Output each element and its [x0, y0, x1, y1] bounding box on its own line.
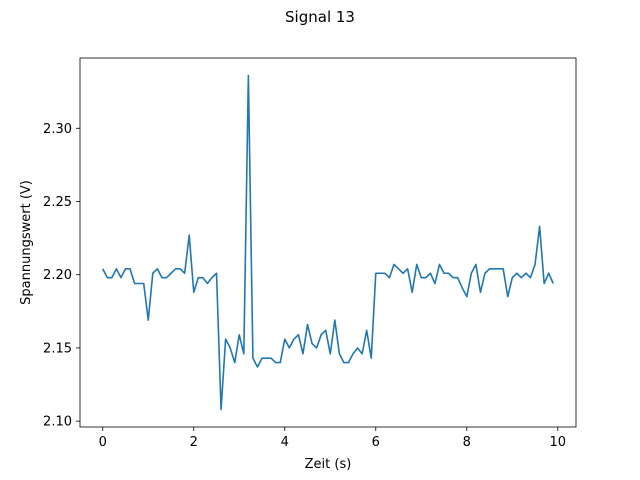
x-tick-label: 6	[372, 435, 380, 450]
series-layer	[102, 74, 554, 411]
x-tick-label: 10	[550, 435, 567, 450]
y-tick-label: 2.25	[43, 195, 72, 210]
x-tick-label: 4	[281, 435, 289, 450]
plot-frame	[79, 57, 577, 428]
y-tick-label: 2.10	[43, 415, 72, 430]
y-tick-label: 2.30	[43, 122, 72, 137]
x-tick-label: 2	[190, 435, 198, 450]
y-tick-label: 2.15	[43, 341, 72, 356]
tick-group: 0 2 4 6 8 10 2.10 2.15 2.20 2.25 2.30	[43, 122, 566, 450]
series-line	[102, 74, 554, 411]
chart-title: Signal 13	[285, 8, 355, 26]
x-tick-label: 0	[99, 435, 107, 450]
x-tick-label: 8	[463, 435, 471, 450]
x-axis-title: Zeit (s)	[305, 457, 352, 472]
y-tick-label: 2.20	[43, 268, 72, 283]
y-axis-title: Spannungswert (V)	[19, 180, 34, 305]
